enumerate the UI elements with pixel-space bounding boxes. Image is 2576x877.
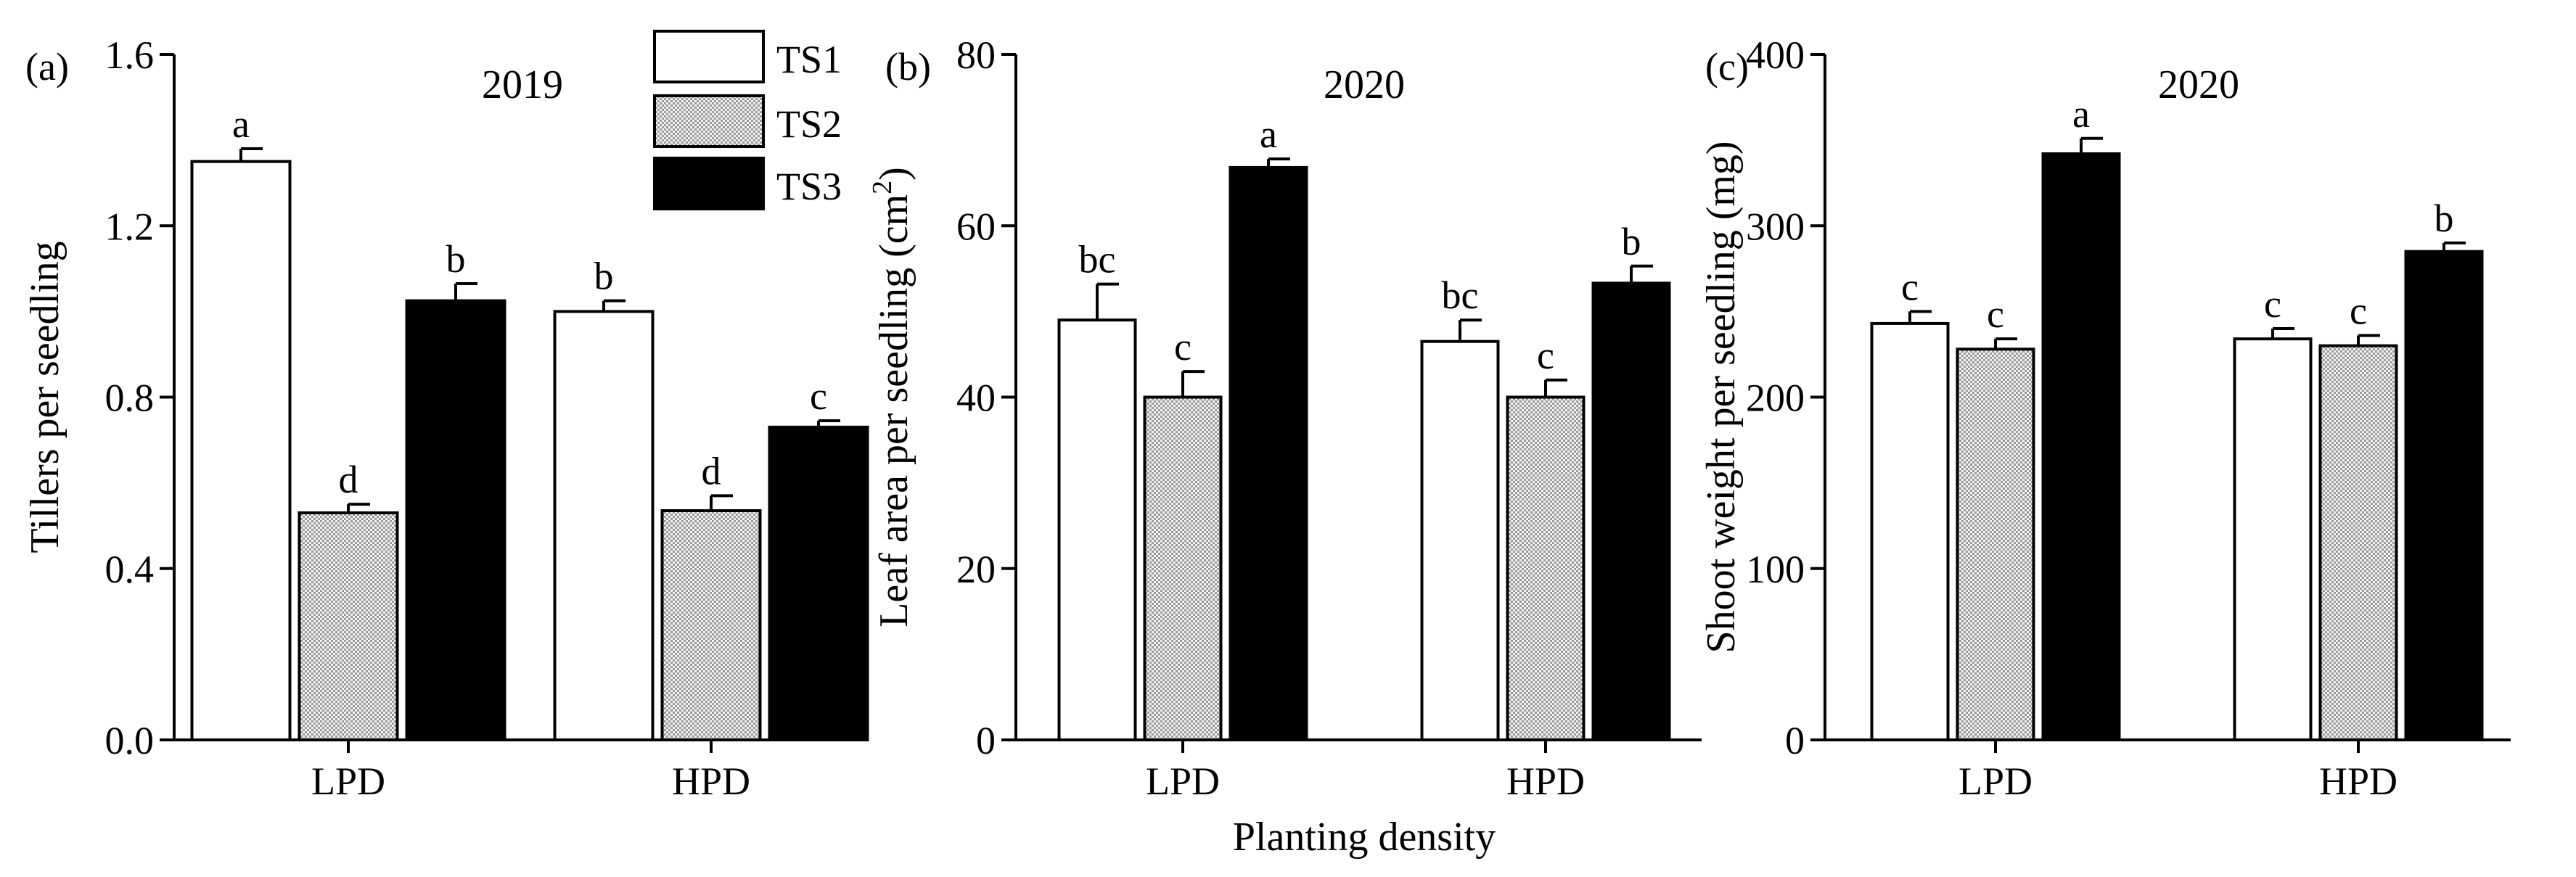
significance-letter: d bbox=[702, 449, 721, 493]
y-tick-label: 80 bbox=[956, 33, 996, 77]
bar-ts1-hpd bbox=[553, 310, 655, 741]
y-tick-label: 100 bbox=[1746, 548, 1805, 591]
significance-letter: b bbox=[1622, 220, 1641, 263]
bar-ts2-hpd bbox=[1506, 395, 1586, 741]
bar-ts1-lpd bbox=[190, 160, 292, 741]
significance-letter: a bbox=[2072, 92, 2090, 136]
panel-label: (b) bbox=[885, 45, 931, 88]
significance-letter: c bbox=[2350, 289, 2367, 332]
bar-ts3-hpd bbox=[1591, 281, 1671, 741]
significance-letter: c bbox=[1174, 325, 1191, 368]
significance-letter: bc bbox=[1079, 238, 1116, 281]
x-tick-label: LPD bbox=[1958, 759, 2033, 803]
y-tick-label: 40 bbox=[956, 376, 996, 420]
y-tick-label: 60 bbox=[956, 205, 996, 248]
legend-label-ts3: TS3 bbox=[776, 165, 842, 208]
significance-letter: b bbox=[594, 255, 614, 298]
y-tick-label: 0.0 bbox=[105, 719, 155, 762]
y-tick-label: 0.4 bbox=[105, 548, 155, 591]
significance-letter: c bbox=[810, 374, 827, 418]
x-tick-label: HPD bbox=[672, 759, 750, 803]
y-tick-label: 300 bbox=[1746, 205, 1805, 248]
y-axis-label: Shoot weight per seedling (mg) bbox=[1699, 141, 1744, 653]
panel-title: 2019 bbox=[482, 62, 563, 107]
y-axis-label: Leaf area per seedling (cm2) bbox=[867, 167, 916, 627]
bar-ts3-hpd bbox=[2404, 250, 2484, 741]
bar-ts1-lpd bbox=[1057, 318, 1137, 741]
y-tick-label: 400 bbox=[1746, 33, 1805, 77]
bar-ts3-lpd bbox=[2041, 152, 2121, 741]
y-tick-label: 0 bbox=[976, 719, 996, 762]
panel-label: (a) bbox=[25, 45, 69, 88]
chart-panel-0: 0.0 0.4 0.8 1.2 1.6 LPD HPD (a) 2019 Tillers per … bbox=[22, 33, 869, 803]
legend-swatch-ts2 bbox=[653, 94, 765, 148]
panel-label: (c) bbox=[1705, 45, 1749, 88]
chart-panel-1: 0 20 40 60 80 LPD HPD (b) 2020 Leaf area per seed… bbox=[867, 33, 1702, 803]
bar-ts2-lpd bbox=[1956, 347, 2035, 742]
panel-title: 2020 bbox=[2158, 62, 2239, 107]
legend-swatch-ts1 bbox=[653, 30, 765, 83]
y-tick-label: 1.2 bbox=[105, 205, 155, 248]
bar-ts3-lpd bbox=[1228, 165, 1308, 742]
bar-ts3-hpd bbox=[768, 425, 869, 741]
significance-letter: c bbox=[2264, 282, 2281, 326]
x-tick-label: LPD bbox=[311, 759, 385, 803]
chart-panels: 0.0 0.4 0.8 1.2 1.6 LPD HPD (a) 2019 Tillers per … bbox=[22, 33, 2511, 803]
bar-ts2-lpd bbox=[298, 511, 399, 741]
bar-ts2-lpd bbox=[1143, 395, 1223, 741]
legend-label-ts1: TS1 bbox=[776, 38, 842, 81]
y-tick-label: 1.6 bbox=[105, 33, 155, 77]
significance-letter: c bbox=[1537, 334, 1554, 377]
y-tick-label: 20 bbox=[956, 548, 996, 591]
significance-letter: a bbox=[1260, 112, 1277, 156]
bar-ts3-lpd bbox=[405, 299, 506, 741]
significance-letter: c bbox=[1901, 265, 1919, 308]
significance-letter: b bbox=[446, 237, 466, 281]
y-axis-label: Tillers per seedling bbox=[22, 241, 67, 553]
x-tick-label: HPD bbox=[1506, 759, 1585, 803]
bar-ts1-hpd bbox=[1420, 339, 1500, 741]
bar-ts2-hpd bbox=[2318, 344, 2398, 741]
legend-swatch-ts3 bbox=[653, 157, 765, 210]
panel-title: 2020 bbox=[1324, 62, 1405, 107]
x-tick-label: HPD bbox=[2319, 759, 2397, 803]
bar-ts2-hpd bbox=[660, 509, 762, 741]
x-axis-label: Planting density bbox=[1233, 815, 1496, 860]
y-tick-label: 200 bbox=[1746, 376, 1805, 420]
legend: TS1 TS2 TS3 bbox=[653, 30, 842, 210]
bar-ts1-lpd bbox=[1870, 321, 1950, 742]
significance-letter: c bbox=[1987, 292, 2004, 336]
bar-ts1-hpd bbox=[2233, 337, 2313, 741]
chart-panel-2: 0 100 200 300 400 LPD HPD (c) 2020 Shoot weight p… bbox=[1699, 33, 2511, 803]
significance-letter: bc bbox=[1442, 273, 1479, 317]
significance-letter: d bbox=[339, 458, 358, 501]
y-tick-label: 0 bbox=[1785, 719, 1805, 762]
significance-letter: a bbox=[232, 102, 250, 146]
y-tick-label: 0.8 bbox=[105, 376, 155, 420]
significance-letter: b bbox=[2435, 197, 2454, 240]
x-tick-label: LPD bbox=[1146, 759, 1220, 803]
legend-label-ts2: TS2 bbox=[776, 102, 842, 146]
